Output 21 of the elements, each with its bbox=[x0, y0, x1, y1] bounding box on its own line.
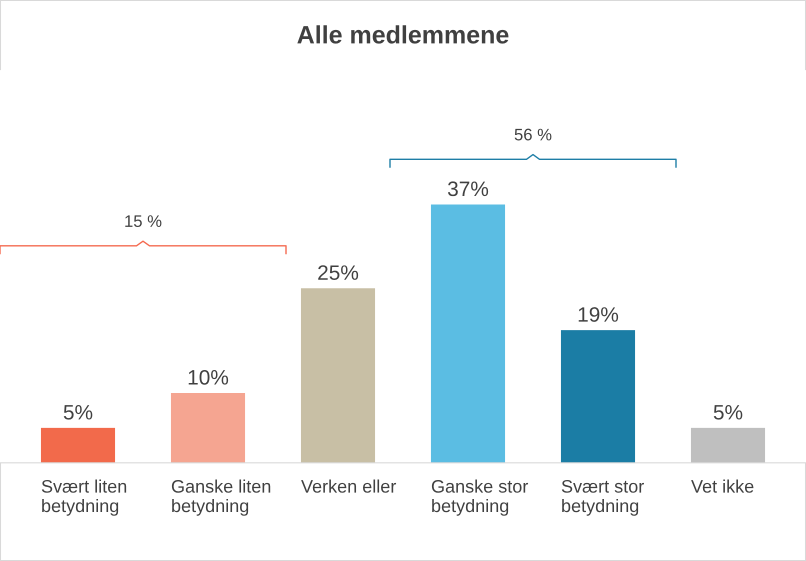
bar bbox=[690, 428, 766, 463]
data-label: 10% bbox=[188, 370, 228, 385]
bar bbox=[560, 330, 636, 463]
x-tick-label: Vet ikke bbox=[691, 479, 754, 493]
bar bbox=[170, 393, 246, 463]
data-label: 19% bbox=[578, 307, 618, 322]
x-tick-label: Ganske liten betydning bbox=[172, 479, 270, 516]
x-tick-label: Ganske stor betydning bbox=[432, 479, 528, 516]
text: 56 % bbox=[514, 128, 552, 140]
chart-title: Alle medlemmene bbox=[297, 25, 508, 44]
annotation: 15 % bbox=[125, 215, 162, 228]
data-label: 5% bbox=[714, 404, 742, 420]
x-tick-label: Svært liten betydning bbox=[42, 479, 126, 516]
data-label: 25% bbox=[318, 265, 358, 280]
bar bbox=[300, 288, 376, 463]
bar bbox=[40, 428, 116, 463]
bar bbox=[430, 204, 506, 463]
x-tick-label: Verken eller bbox=[301, 479, 396, 493]
data-label: 37% bbox=[448, 181, 488, 196]
data-label: 5% bbox=[64, 404, 92, 420]
x-tick-label: Svært stor betydning bbox=[562, 480, 644, 516]
